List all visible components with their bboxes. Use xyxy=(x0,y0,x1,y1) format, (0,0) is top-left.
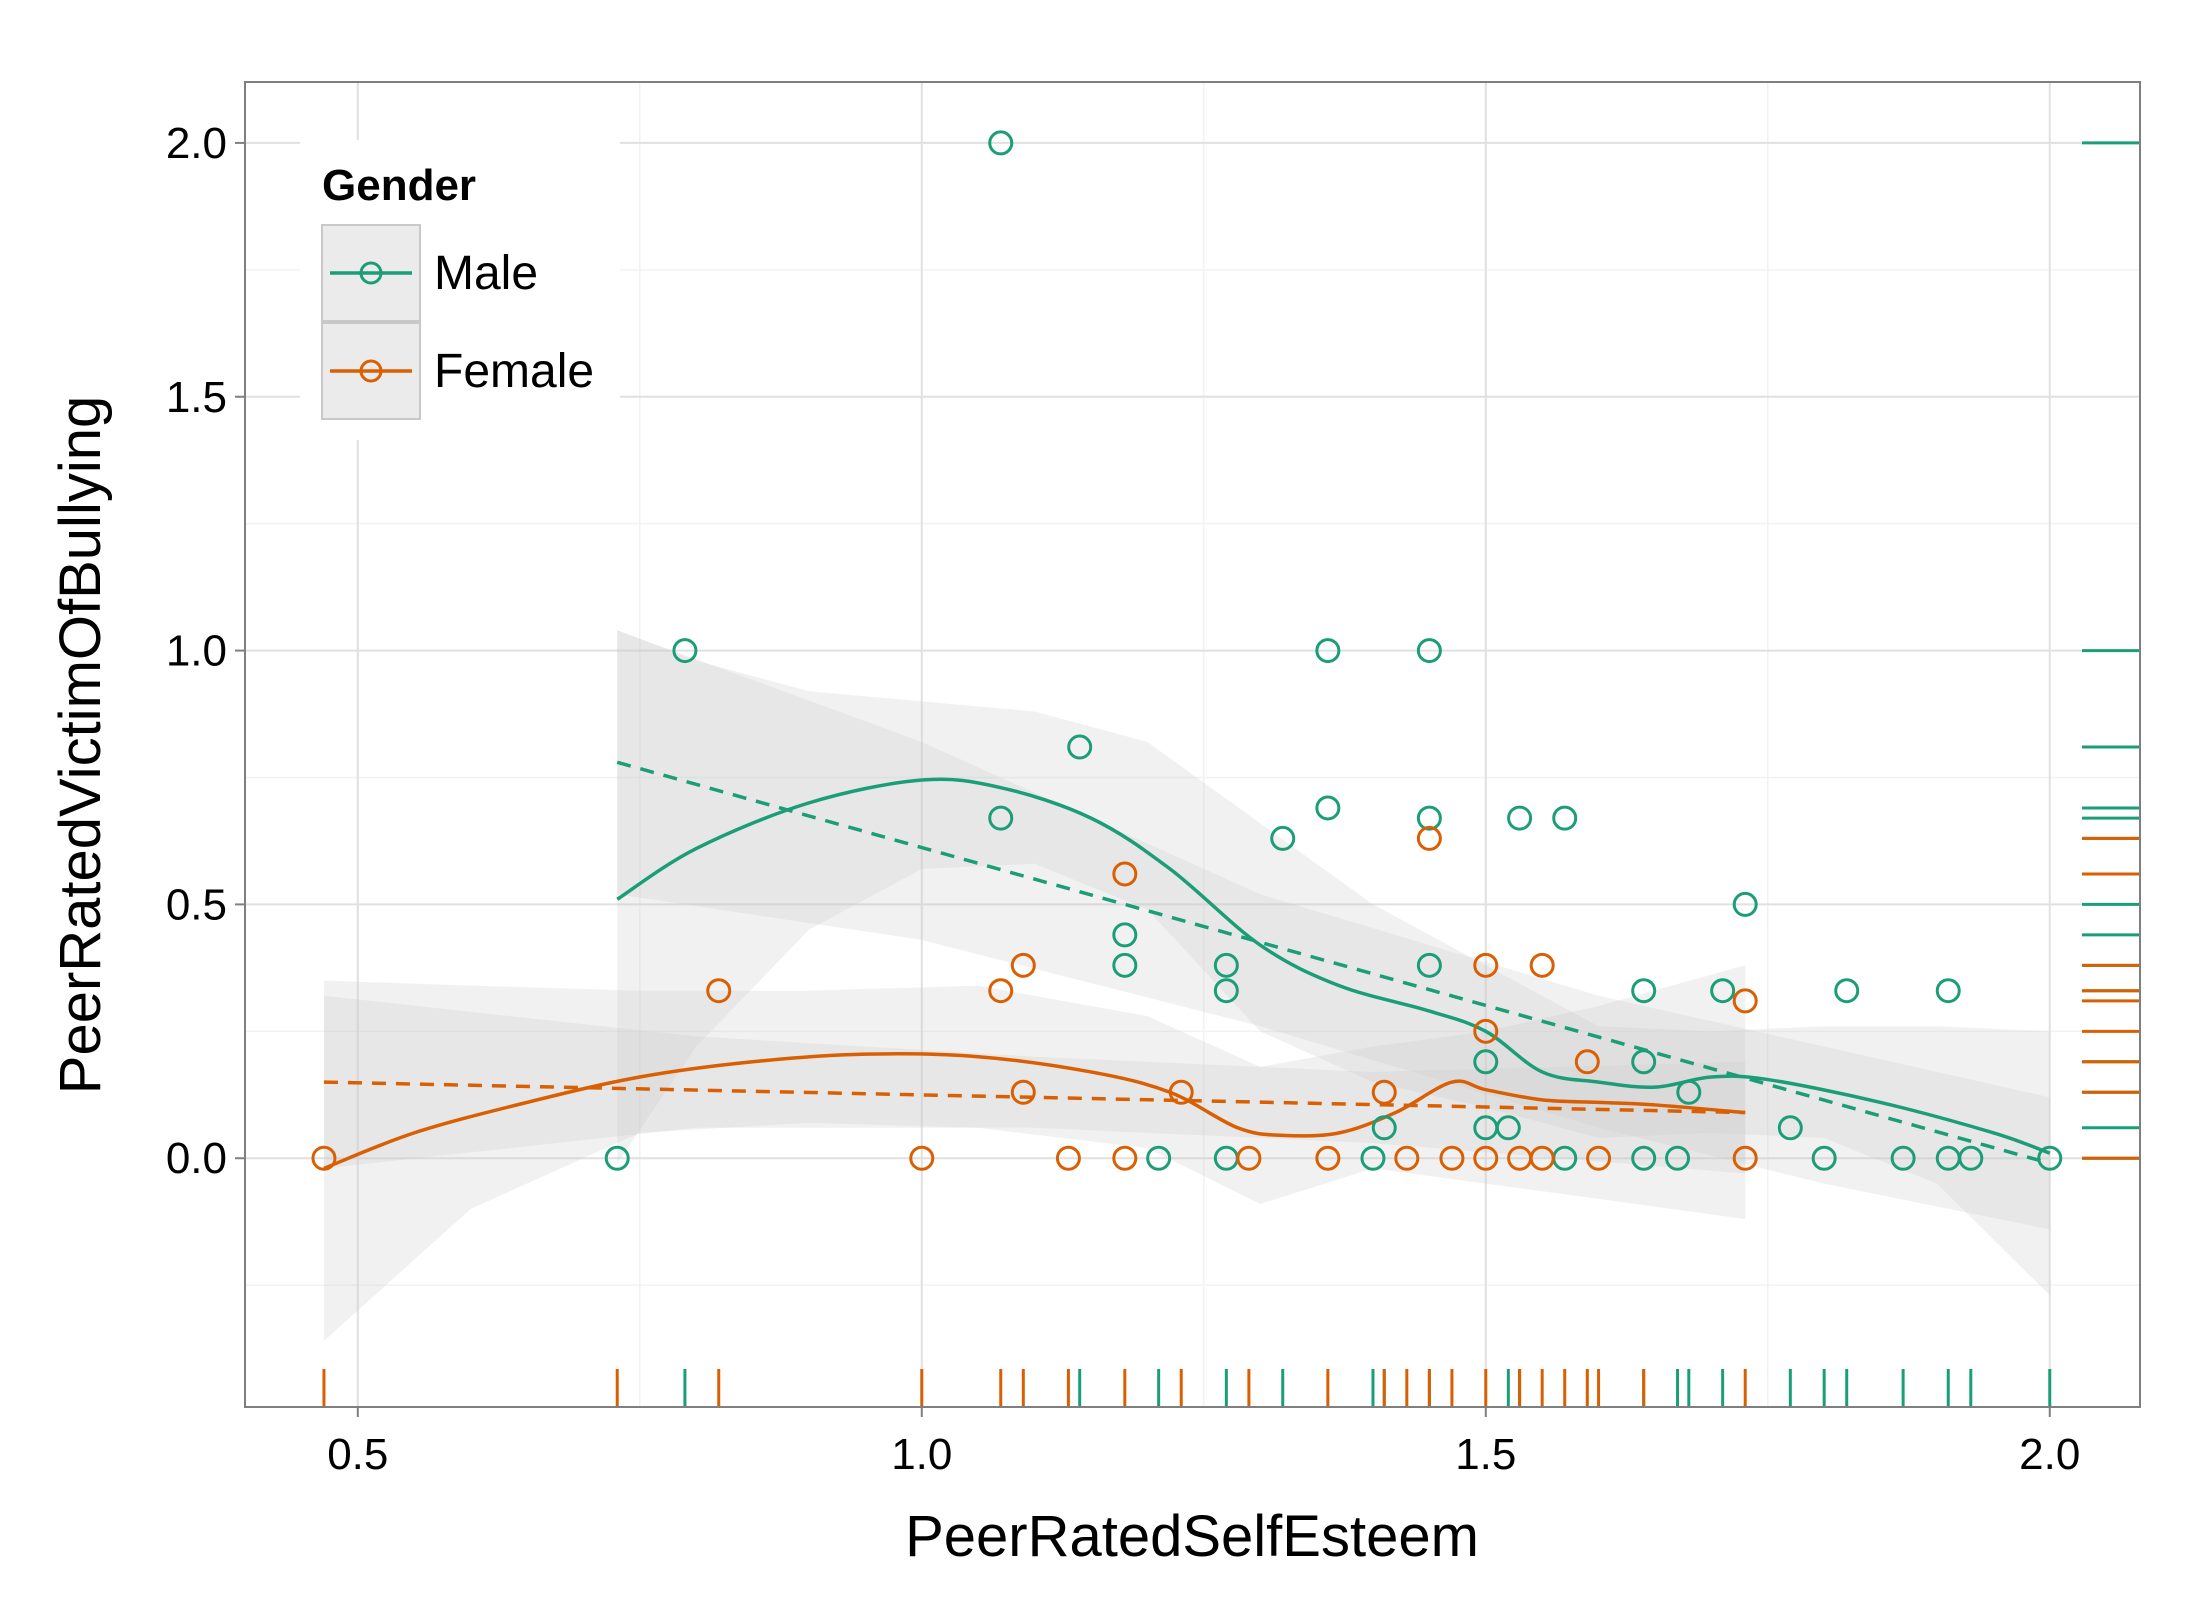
data-point-female xyxy=(1473,1145,1499,1171)
data-point-male xyxy=(1416,952,1442,978)
data-point-male xyxy=(1112,922,1138,948)
data-point-male xyxy=(1270,825,1296,851)
data-point-male xyxy=(1360,1145,1386,1171)
legend: Gender Male Female xyxy=(300,140,620,440)
axes: 0.5 1.0 1.5 2.0 0.0 0.5 1.0 1.5 2.0 xyxy=(166,119,2081,1479)
data-point-male xyxy=(1473,1049,1499,1075)
data-point-male xyxy=(1416,805,1442,831)
data-point-male xyxy=(1507,805,1533,831)
data-point-male xyxy=(1552,805,1578,831)
y-tick-label: 2.0 xyxy=(166,119,227,168)
legend-items: Male Female xyxy=(321,224,594,420)
data-point-female xyxy=(1586,1145,1612,1171)
panel-border xyxy=(244,81,2141,1408)
x-tick-label: 2.0 xyxy=(2019,1430,2080,1479)
x-tick-label: 1.0 xyxy=(891,1430,952,1479)
y-tick-label: 1.0 xyxy=(166,627,227,676)
data-point-female xyxy=(311,1145,337,1171)
legend-label-male: Male xyxy=(434,247,538,300)
data-point-male xyxy=(1315,638,1341,664)
data-point-male xyxy=(672,638,698,664)
y-tick-label: 0.5 xyxy=(166,880,227,929)
data-point-female xyxy=(1394,1145,1420,1171)
linear-fit-line-female xyxy=(323,1080,1746,1115)
data-point-female xyxy=(1439,1145,1465,1171)
data-point-male xyxy=(1811,1145,1837,1171)
data-points xyxy=(311,130,2063,1171)
data-point-male xyxy=(1495,1115,1521,1141)
data-point-female xyxy=(1112,1145,1138,1171)
data-point-male xyxy=(1631,978,1657,1004)
data-point-female xyxy=(1010,1079,1036,1105)
data-point-male xyxy=(1631,1049,1657,1075)
y-tick-label: 1.5 xyxy=(166,373,227,422)
data-point-male xyxy=(1890,1145,1916,1171)
data-point-male xyxy=(2037,1145,2063,1171)
data-point-male xyxy=(604,1145,630,1171)
data-point-female xyxy=(1055,1145,1081,1171)
data-point-female xyxy=(1315,1145,1341,1171)
data-point-male xyxy=(1710,978,1736,1004)
x-axis-title: PeerRatedSelfEsteem xyxy=(905,1504,1479,1569)
data-point-male xyxy=(1146,1145,1172,1171)
data-point-female xyxy=(1168,1079,1194,1105)
linear-fit-line-male xyxy=(616,760,2051,1166)
data-point-male xyxy=(1676,1079,1702,1105)
data-point-male xyxy=(1371,1115,1397,1141)
data-point-female xyxy=(1732,988,1758,1014)
data-point-male xyxy=(1732,891,1758,917)
y-axis-title: PeerRatedVictimOfBullying xyxy=(48,396,113,1094)
data-point-male xyxy=(1213,952,1239,978)
data-point-female xyxy=(1529,952,1555,978)
legend-marker-male xyxy=(359,261,383,285)
data-point-female xyxy=(1473,1018,1499,1044)
data-point-female xyxy=(909,1145,935,1171)
data-point-male xyxy=(988,805,1014,831)
rug-marks xyxy=(322,141,2140,1407)
data-point-male xyxy=(1834,978,1860,1004)
linear-confidence-band-female xyxy=(323,995,1746,1174)
data-point-male xyxy=(1416,638,1442,664)
data-point-female xyxy=(1010,952,1036,978)
x-tick-label: 0.5 xyxy=(327,1430,388,1479)
loess-line-male xyxy=(616,777,2051,1155)
data-point-male xyxy=(1067,734,1093,760)
confidence-bands xyxy=(323,630,2050,1342)
data-point-male xyxy=(1315,795,1341,821)
data-point-female xyxy=(1416,825,1442,851)
legend-label-female: Female xyxy=(434,345,594,398)
data-point-female xyxy=(1732,1145,1758,1171)
data-point-female xyxy=(988,978,1014,1004)
data-point-male xyxy=(1665,1145,1691,1171)
loess-confidence-band-female xyxy=(323,965,1746,1342)
data-point-female xyxy=(1473,952,1499,978)
data-point-male xyxy=(1112,952,1138,978)
data-point-male xyxy=(1213,978,1239,1004)
data-point-male xyxy=(988,130,1014,156)
data-point-female xyxy=(1529,1145,1555,1171)
legend-title: Gender xyxy=(322,161,476,210)
data-point-male xyxy=(1631,1145,1657,1171)
data-point-female xyxy=(1112,861,1138,887)
loess-confidence-band-male xyxy=(617,630,2050,1296)
legend-marker-female xyxy=(359,359,383,383)
y-tick-label: 0.0 xyxy=(166,1134,227,1183)
data-point-male xyxy=(1958,1145,1984,1171)
x-tick-label: 1.5 xyxy=(1455,1430,1516,1479)
data-point-female xyxy=(706,978,732,1004)
data-point-female xyxy=(1371,1079,1397,1105)
data-point-female xyxy=(1574,1049,1600,1075)
data-point-male xyxy=(1777,1115,1803,1141)
data-point-male xyxy=(1935,978,1961,1004)
data-point-female xyxy=(1236,1145,1262,1171)
